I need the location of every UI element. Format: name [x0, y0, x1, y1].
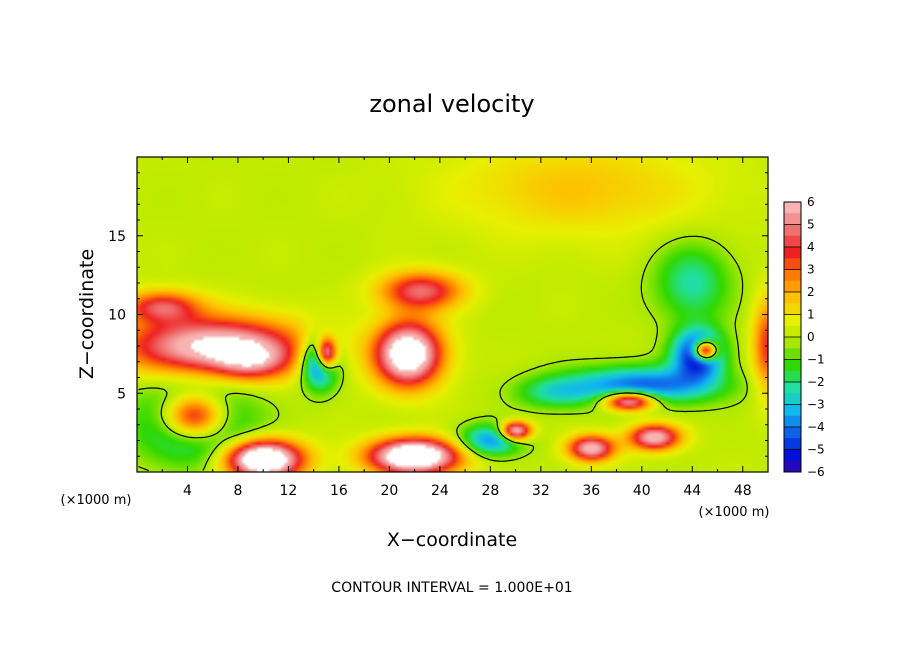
colorbar-tick-label: 2 — [807, 285, 815, 299]
colorbar-blend — [784, 213, 801, 225]
colorbar-blend — [784, 393, 801, 405]
colorbar-blend — [784, 460, 801, 473]
y-tick-label: 15 — [108, 229, 126, 245]
colorbar-tick-label: 0 — [807, 330, 815, 344]
y-axis: 5 10 15 — [108, 172, 768, 457]
x-tick-label: 32 — [532, 483, 550, 499]
colorbar-tick-label: −2 — [807, 375, 825, 389]
colorbar-tick-label: −3 — [807, 398, 825, 412]
chart-title: zonal velocity — [369, 90, 534, 118]
heatmap-field — [137, 157, 768, 472]
colorbar-tick-label: 6 — [807, 195, 815, 209]
x-tick-label: 48 — [734, 483, 752, 499]
x-axis-label: X−coordinate — [387, 529, 517, 551]
colorbar-tick-label: 5 — [807, 218, 815, 232]
colorbar-blend — [784, 438, 801, 450]
colorbar-blend — [784, 325, 801, 338]
x-tick-label: 20 — [380, 483, 398, 499]
colorbar-blend — [784, 370, 801, 383]
x-tick-label: 12 — [280, 483, 298, 499]
colorbar-tick-label: −5 — [807, 443, 825, 457]
colorbar-tick-label: −1 — [807, 353, 825, 367]
x-tick-label: 8 — [233, 483, 242, 499]
x-tick-label: 44 — [683, 483, 701, 499]
colorbar-blend — [784, 348, 801, 360]
contour-interval-note: CONTOUR INTERVAL = 1.000E+01 — [331, 580, 572, 596]
x-unit-label-right: (×1000 m) — [699, 505, 770, 520]
colorbar-blend — [784, 415, 801, 428]
colorbar-blend — [784, 280, 801, 293]
x-tick-label: 16 — [330, 483, 348, 499]
x-tick-label: 28 — [481, 483, 499, 499]
colorbar: 6 5 4 3 2 1 0 −1 −2 −3 −4 −5 −6 — [783, 195, 825, 479]
contour-lines — [138, 235, 748, 472]
colorbar-tick-label: −6 — [807, 465, 825, 479]
y-axis-label: Z−coordinate — [76, 249, 98, 379]
x-tick-label: 4 — [183, 483, 192, 499]
colorbar-tick-label: 1 — [807, 308, 815, 322]
x-unit-label-left: (×1000 m) — [61, 493, 132, 508]
y-tick-label: 10 — [108, 308, 126, 324]
x-axis: 4 8 12 16 20 24 28 32 36 40 44 48 — [161, 157, 769, 499]
zero-contour — [138, 235, 748, 472]
y-tick-label: 5 — [117, 386, 126, 402]
colorbar-tick-label: 3 — [807, 263, 815, 277]
x-tick-label: 24 — [431, 483, 449, 499]
x-tick-label: 36 — [582, 483, 600, 499]
colorbar-tick-label: −4 — [807, 420, 825, 434]
colorbar-blend — [784, 303, 801, 315]
x-tick-label: 40 — [633, 483, 651, 499]
colorbar-blend — [784, 258, 801, 270]
colorbar-tick-label: 4 — [807, 240, 815, 254]
colorbar-blend — [784, 235, 801, 248]
